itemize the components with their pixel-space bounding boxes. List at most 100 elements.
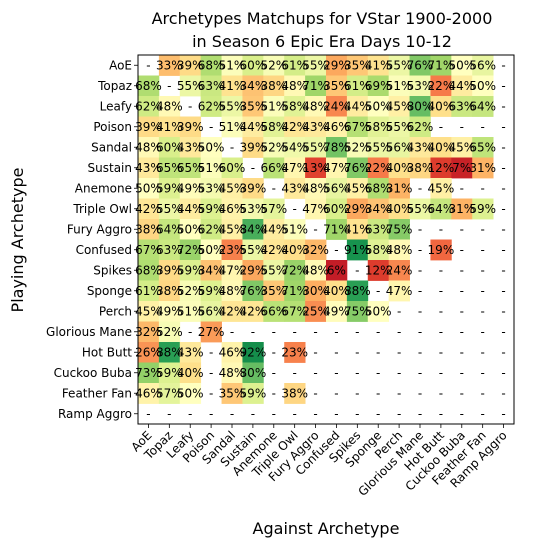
y-tick-label: Leafy [100, 99, 132, 113]
heatmap-cell [158, 55, 181, 76]
heatmap-cell-label: 48% [219, 366, 246, 380]
heatmap-cell [242, 178, 264, 199]
heatmap-cell-label: 38% [407, 161, 434, 175]
heatmap-cell-label: - [272, 325, 276, 339]
heatmap-cell-label: - [188, 407, 192, 421]
heatmap-cell-label: 40% [428, 140, 455, 154]
heatmap-cell [367, 137, 390, 158]
heatmap-cell-label: 41% [365, 58, 392, 72]
heatmap-cell-label: - [418, 407, 422, 421]
heatmap-cell-label: - [460, 120, 464, 134]
heatmap-cell [179, 157, 202, 179]
heatmap-cell [200, 75, 222, 97]
heatmap-cell-label: 92% [240, 345, 267, 359]
heatmap-cell [284, 280, 306, 302]
heatmap-cell [200, 157, 222, 179]
heatmap-cell-label: 54% [281, 140, 308, 154]
heatmap-cell [221, 178, 243, 199]
heatmap-cell-label: - [292, 407, 296, 421]
y-tick-label: Ramp Aggro [58, 407, 132, 421]
heatmap-cell-label: - [334, 345, 338, 359]
heatmap-cell [326, 116, 348, 138]
heatmap-cell [179, 260, 202, 281]
heatmap-cell [284, 116, 306, 138]
heatmap-cell-label: 38% [260, 79, 287, 93]
heatmap-cell-label: - [355, 325, 359, 339]
heatmap-cell-label: 38% [281, 386, 308, 400]
heatmap-cell-label: 67% [281, 304, 308, 318]
heatmap-cell [221, 116, 243, 138]
heatmap-cell [179, 362, 202, 384]
heatmap-cell-label: 55% [407, 202, 434, 216]
heatmap-cell-label: 71% [428, 58, 455, 72]
heatmap-cell [430, 75, 452, 97]
heatmap-cell-label: - [397, 407, 401, 421]
heatmap-cell-label: - [292, 366, 296, 380]
heatmap-cell-label: - [313, 407, 317, 421]
heatmap-cell [367, 219, 390, 240]
heatmap-cell-label: 56% [198, 304, 225, 318]
heatmap-cell-label: 46% [219, 202, 246, 216]
heatmap-cell-label: 62% [198, 222, 225, 236]
heatmap-cell-label: 41% [344, 222, 371, 236]
heatmap-cell [430, 55, 452, 76]
heatmap-cell-label: 50% [448, 58, 475, 72]
heatmap-cell [221, 198, 243, 220]
heatmap-cell [263, 239, 285, 261]
heatmap-cell-label: - [292, 325, 296, 339]
heatmap-cell [179, 239, 202, 261]
heatmap-cell [263, 198, 285, 220]
heatmap-cell-label: - [272, 181, 276, 195]
heatmap-cell-label: 48% [135, 140, 162, 154]
heatmap-cell [305, 280, 327, 302]
heatmap-cell-label: - [418, 284, 422, 298]
heatmap-cell [221, 280, 243, 302]
heatmap-cell [367, 239, 390, 261]
heatmap-cell-label: 55% [386, 58, 413, 72]
heatmap-cell [451, 55, 473, 76]
y-axis-label: Playing Archetype [8, 168, 27, 313]
heatmap-cell [158, 280, 181, 302]
heatmap-cell-label: 55% [156, 202, 183, 216]
heatmap-cell-label: 31% [386, 181, 413, 195]
heatmap-cell [263, 116, 285, 138]
heatmap-cell-label: - [480, 243, 484, 257]
heatmap-cell [367, 301, 390, 322]
heatmap-cell-label: 73% [135, 366, 162, 380]
heatmap-cell [451, 157, 473, 179]
heatmap-cell [326, 280, 348, 302]
heatmap-cell-label: - [418, 325, 422, 339]
heatmap-cell [451, 198, 473, 220]
heatmap-cell-label: 56% [323, 181, 350, 195]
heatmap-cell-label: 68% [198, 58, 225, 72]
heatmap-cell [242, 116, 264, 138]
heatmap-cell [138, 75, 160, 97]
heatmap-cell [284, 55, 306, 76]
heatmap-cell [367, 157, 390, 179]
y-tick-label: Spikes [93, 263, 132, 277]
heatmap-cell-label: 58% [281, 99, 308, 113]
heatmap-cell [367, 116, 390, 138]
heatmap-cell-label: - [146, 407, 150, 421]
heatmap-cell [221, 362, 243, 384]
heatmap-cell-label: 50% [177, 222, 204, 236]
heatmap-cell-label: 64% [156, 222, 183, 236]
heatmap-cell-label: 12% [428, 161, 455, 175]
heatmap-cell-label: - [209, 366, 213, 380]
heatmap-cell-label: 40% [281, 243, 308, 257]
heatmap-cell [158, 260, 181, 281]
heatmap-cell-label: - [439, 386, 443, 400]
heatmap-cell-label: - [313, 366, 317, 380]
heatmap-cell-label: 29% [344, 202, 371, 216]
heatmap-cell-label: - [439, 284, 443, 298]
heatmap-cell-label: 23% [281, 345, 308, 359]
heatmap-cell [430, 198, 452, 220]
heatmap-cell-label: 60% [323, 202, 350, 216]
heatmap-cell [388, 178, 410, 199]
heatmap-cell-label: 31% [448, 202, 475, 216]
heatmap-cell-label: 42% [219, 304, 246, 318]
heatmap-cell-label: - [397, 366, 401, 380]
heatmap-cell [158, 178, 181, 199]
heatmap-cell-label: - [501, 181, 505, 195]
heatmap-cell [200, 219, 222, 240]
